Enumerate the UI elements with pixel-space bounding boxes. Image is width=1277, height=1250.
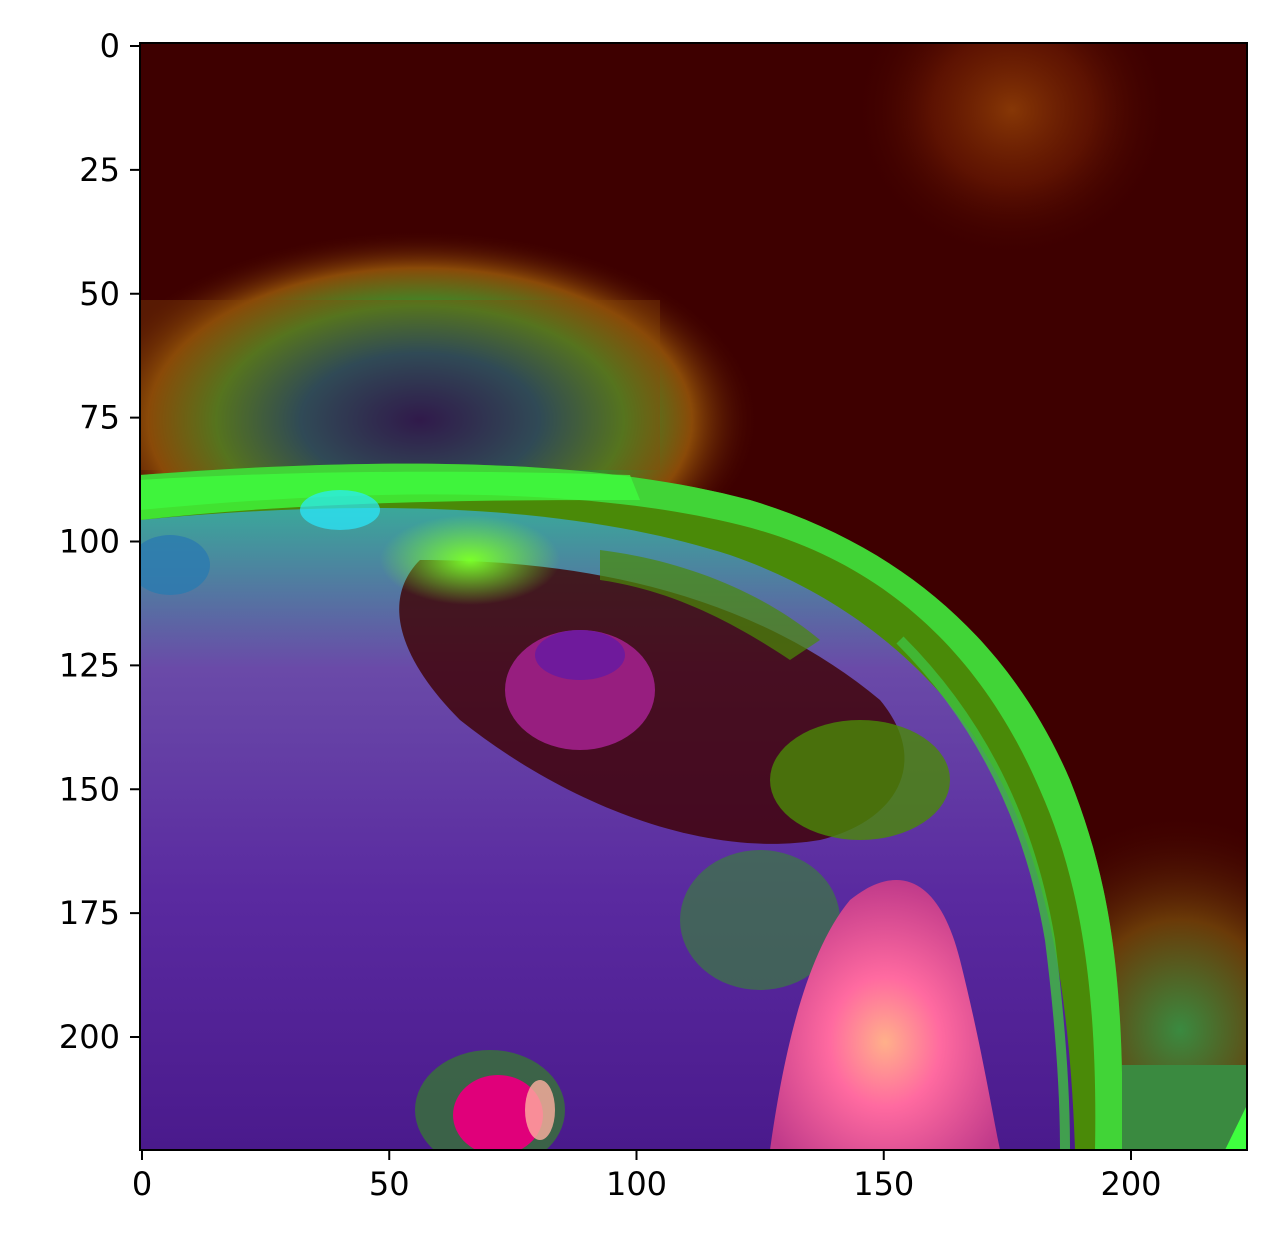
x-tick-label: 50 bbox=[369, 1165, 410, 1203]
y-tick-label: 75 bbox=[79, 399, 120, 437]
x-axis-ticks: 0 50 100 150 200 bbox=[132, 1150, 1162, 1203]
y-tick-label: 150 bbox=[59, 770, 120, 808]
image-area bbox=[140, 43, 1247, 1150]
y-axis-ticks: 0 25 50 75 100 125 150 175 200 bbox=[59, 27, 140, 1056]
y-tick-label: 175 bbox=[59, 894, 120, 932]
x-tick-label: 100 bbox=[606, 1165, 667, 1203]
y-tick-label: 0 bbox=[100, 27, 120, 65]
y-tick-label: 200 bbox=[59, 1018, 120, 1056]
y-tick-label: 50 bbox=[79, 275, 120, 313]
y-tick-label: 125 bbox=[59, 646, 120, 684]
y-tick-label: 25 bbox=[79, 151, 120, 189]
x-tick-label: 200 bbox=[1100, 1165, 1161, 1203]
x-tick-label: 150 bbox=[853, 1165, 914, 1203]
y-tick-label: 100 bbox=[59, 523, 120, 561]
axes-frame bbox=[139, 42, 1248, 1151]
x-tick-label: 0 bbox=[132, 1165, 152, 1203]
